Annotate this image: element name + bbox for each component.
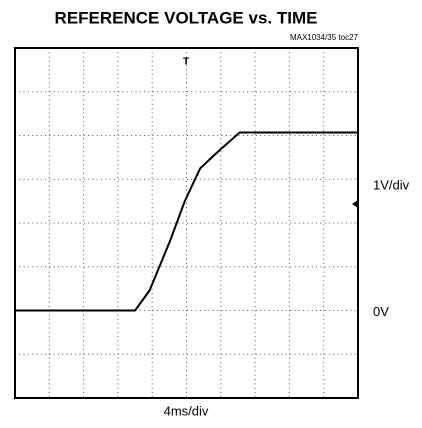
plot-frame <box>14 47 359 399</box>
zero-label: 0V <box>373 304 389 319</box>
x-axis-label: 4ms/div <box>164 403 209 418</box>
chart-subtitle: MAX1034/35 toc27 <box>290 33 359 42</box>
trigger-marker: T <box>183 57 189 68</box>
trace <box>15 131 358 312</box>
y-axis-label: 1V/div <box>373 177 410 192</box>
chart-title: REFERENCE VOLTAGE vs. TIME <box>55 8 318 27</box>
level-marker <box>352 200 358 208</box>
